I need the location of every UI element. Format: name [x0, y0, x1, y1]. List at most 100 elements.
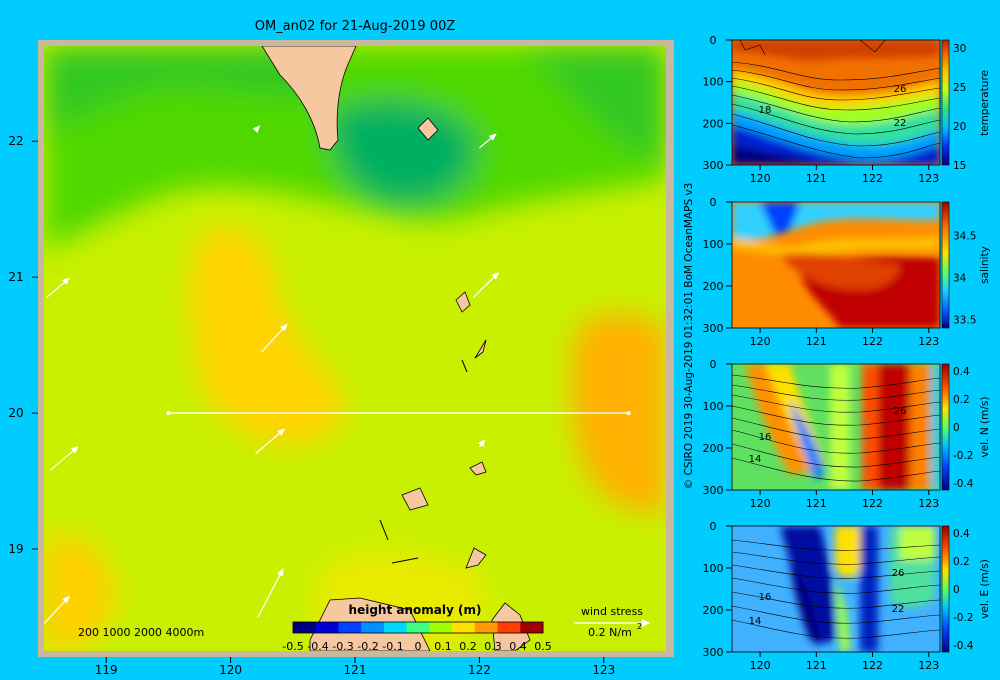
map-y-axis: 22 21 20 19: [8, 134, 38, 556]
panel-lon-tick-label: 122: [862, 172, 883, 185]
wind-arrow-head: [62, 595, 70, 604]
panel-colorbar-tick-label: 33.5: [953, 315, 976, 327]
wind-arrow: [43, 596, 70, 625]
panel-lon-tick-label: 123: [918, 659, 939, 672]
wind-scale-value: 0.2 N/m: [588, 626, 632, 639]
temperature-panel: 26 22 18: [731, 39, 950, 166]
vel-e-colorbar: [941, 525, 950, 653]
colorbar-segment: [338, 622, 362, 633]
vel-n-colorbar: [941, 363, 950, 491]
small-islands: [379, 359, 468, 564]
colorbar-segment: [474, 622, 499, 633]
contour-label-18: 18: [759, 105, 772, 116]
panel-depth-tick-label: 100: [703, 400, 724, 413]
wind-arrow: [255, 428, 285, 455]
wind-arrow-head: [277, 428, 286, 436]
colorbar-tick-label: 0.1: [434, 640, 452, 653]
wind-arrow-head: [70, 446, 79, 454]
panel-colorbar-tick-label: 34.5: [953, 231, 976, 243]
height-colorbar: height anomaly (m) -0.5 -0.4 -0.3 -0.2 -0.1 0…: [282, 603, 551, 653]
salinity-panel: [731, 201, 950, 329]
panel-depth-tick-label: 200: [703, 604, 724, 617]
temperature-colorbar: [941, 39, 950, 166]
colorbar-tick-label: -0.1: [382, 640, 403, 653]
section-line: [166, 411, 631, 416]
panel-colorbar-tick-label: 0: [953, 422, 960, 434]
colorbar-tick-label: -0.5: [282, 640, 303, 653]
map-y-tick-label: 20: [8, 406, 23, 420]
panel-depth-tick-label: 0: [710, 358, 717, 371]
panel-lon-tick-label: 121: [806, 172, 827, 185]
contour-label-26-ve: 26: [892, 568, 905, 579]
panel-variable-label: vel. E (m/s): [979, 559, 991, 619]
panel-lon-tick-label: 122: [862, 497, 883, 510]
wind-arrow-head: [280, 323, 288, 332]
height-anomaly-field: [44, 46, 666, 651]
panel-colorbar-tick-label: 0: [953, 584, 960, 596]
panel-depth-tick-label: 100: [703, 562, 724, 575]
credit-text: © CSIRO 2019 30-Aug-2019 01:32:01 BoM Oc…: [683, 183, 695, 490]
map-y-tick-label: 22: [8, 134, 23, 148]
colorbar-tick-label: 0.2: [459, 640, 477, 653]
colorbar-segment: [497, 622, 521, 633]
colorbar-tick-label: 0.5: [534, 640, 552, 653]
contour-label-22-ve: 22: [892, 604, 905, 615]
wind-arrow-head: [478, 439, 486, 448]
salinity-colorbar: [941, 201, 950, 329]
vel-e-panel: 16 14 26 22: [731, 525, 950, 653]
panel-colorbar-tick-label: 34: [953, 273, 967, 285]
map-x-tick-label: 119: [95, 663, 118, 677]
wind-scale-exponent: 2: [637, 622, 642, 631]
panel-depth-tick-label: 200: [703, 442, 724, 455]
panel-lon-tick-label: 121: [806, 497, 827, 510]
panel-colorbar-tick-label: 30: [953, 43, 966, 55]
panel-depth-tick-label: 300: [703, 484, 724, 497]
wind-arrow: [261, 324, 288, 353]
wind-arrow-head: [277, 568, 284, 577]
colorbar-segment: [293, 622, 317, 633]
panel-colorbar-tick-label: -0.4: [953, 640, 974, 652]
wind-arrow-head: [491, 271, 500, 280]
panel-lon-tick-label: 120: [750, 335, 771, 348]
map-y-tick-label: 19: [8, 542, 23, 556]
panel-lon-tick-label: 123: [918, 335, 939, 348]
panel-lon-tick-label: 120: [750, 659, 771, 672]
panel-lon-tick-label: 120: [750, 172, 771, 185]
panel-depth-tick-label: 0: [710, 520, 717, 533]
panel-depth-tick-label: 0: [710, 196, 717, 209]
map-x-tick-label: 121: [344, 663, 367, 677]
colorbar-title: height anomaly (m): [349, 603, 482, 617]
colorbar-tick-label: 0.3: [484, 640, 502, 653]
panel-lon-tick-label: 122: [862, 659, 883, 672]
colorbar-segment: [452, 622, 476, 633]
panel-depth-tick-label: 100: [703, 238, 724, 251]
contour-label-16-ve: 16: [759, 592, 772, 603]
colorbar-segment: [361, 622, 385, 633]
map-x-axis: 119 120 121 122 123: [95, 657, 615, 677]
panel-lon-tick-label: 121: [806, 659, 827, 672]
map-x-tick-label: 123: [592, 663, 615, 677]
panel-colorbar-tick-label: 0.2: [953, 394, 970, 406]
colorbar-tick-label: -0.3: [332, 640, 353, 653]
wind-arrow: [257, 569, 284, 618]
panel-colorbar-tick-label: -0.2: [953, 450, 974, 462]
contour-label-16: 16: [759, 432, 772, 443]
panel-colorbar-tick-label: 0.4: [953, 528, 970, 540]
contour-label-26: 26: [894, 84, 907, 95]
wind-arrow-head: [62, 277, 71, 285]
colorbar-segment: [429, 622, 453, 633]
map-x-tick-label: 122: [468, 663, 491, 677]
vel-n-panel: 16 14 26: [731, 363, 950, 491]
panel-lon-tick-label: 122: [862, 335, 883, 348]
section-panel-axes: 0 100 200 300 120 121 122 123 30 25 20 15 temperatur…: [703, 34, 992, 672]
panel-lon-tick-label: 120: [750, 497, 771, 510]
panel-depth-tick-label: 300: [703, 322, 724, 335]
colorbar-tick-label: 0.4: [509, 640, 527, 653]
panel-colorbar-tick-label: 25: [953, 82, 966, 94]
contour-label-26-vn: 26: [894, 406, 907, 417]
colorbar-segment: [315, 622, 339, 633]
vel-e-field: 16 14 26 22: [732, 526, 940, 652]
chart-title: OM_an02 for 21-Aug-2019 00Z: [255, 19, 456, 34]
contour-label-22: 22: [894, 118, 907, 129]
